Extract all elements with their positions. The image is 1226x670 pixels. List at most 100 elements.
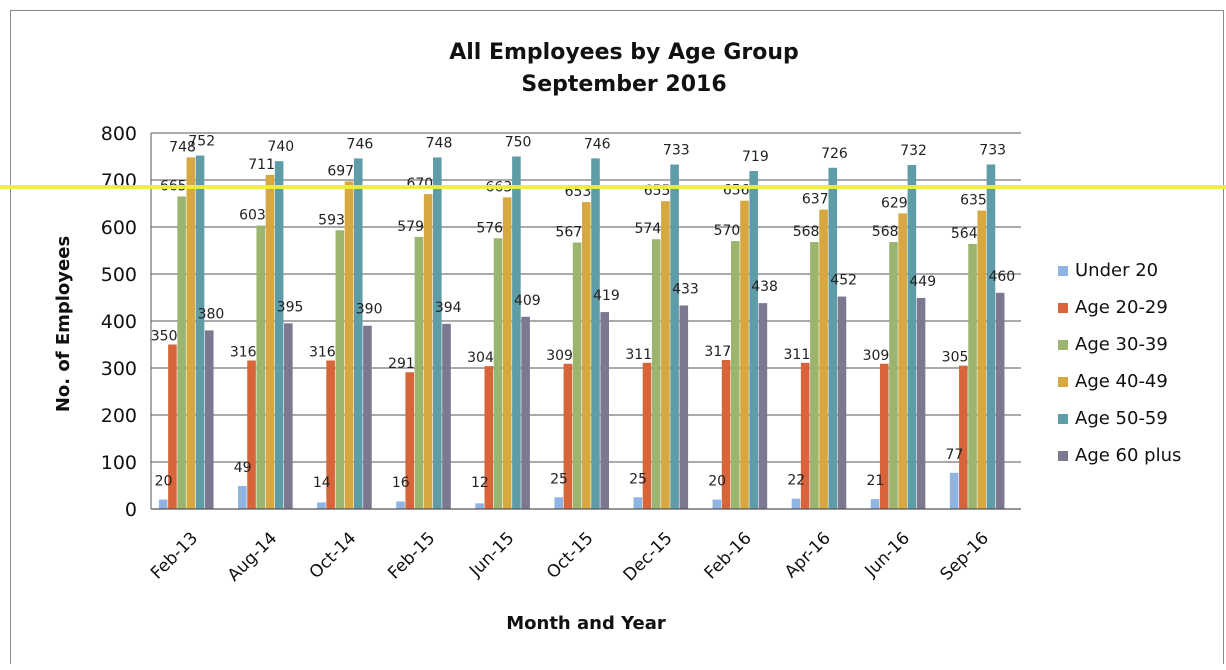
- bar: [326, 360, 335, 509]
- data-label: 752: [188, 134, 215, 150]
- data-label: 419: [593, 288, 620, 304]
- bar: [521, 316, 530, 509]
- x-tick-label: Aug-14: [224, 528, 281, 585]
- data-label: 77: [946, 447, 964, 463]
- data-label: 733: [979, 142, 1006, 158]
- bar: [740, 200, 749, 509]
- legend-swatch: [1058, 303, 1068, 313]
- bar-series: [158, 155, 1005, 510]
- bar: [484, 366, 494, 509]
- y-tick-label: 600: [101, 217, 137, 239]
- data-label: 305: [942, 350, 969, 366]
- bar: [317, 502, 326, 509]
- bar: [582, 202, 591, 509]
- bar: [837, 296, 847, 509]
- data-label: 449: [909, 274, 936, 290]
- data-label: 304: [467, 350, 494, 366]
- bar: [749, 171, 758, 509]
- data-label: 409: [514, 293, 541, 309]
- data-label: 390: [356, 302, 383, 318]
- x-tick-label: Apr-16: [781, 528, 835, 582]
- data-label: 570: [714, 223, 741, 239]
- data-label: 637: [802, 192, 829, 208]
- y-tick-label: 0: [125, 499, 137, 521]
- bar: [819, 209, 828, 510]
- bar: [600, 312, 609, 509]
- y-axis-title: No. of Employees: [53, 236, 74, 412]
- bar: [572, 242, 582, 509]
- legend-swatch: [1058, 266, 1068, 276]
- x-tick-label: Oct-14: [306, 528, 361, 583]
- data-label: 49: [234, 460, 252, 476]
- bar: [916, 297, 926, 509]
- bar: [265, 174, 275, 509]
- x-tick-label: Jun-16: [861, 528, 914, 581]
- data-label: 12: [471, 475, 489, 491]
- bar: [898, 213, 907, 509]
- bar: [247, 360, 256, 509]
- data-label: 25: [550, 471, 568, 487]
- data-label: 22: [787, 473, 805, 489]
- x-tick-label: Jun-15: [465, 528, 518, 581]
- x-axis-title: Month and Year: [506, 613, 666, 634]
- bar: [563, 363, 573, 509]
- data-label: 317: [704, 344, 731, 360]
- y-tick-label: 800: [101, 123, 137, 145]
- legend-label: Age 20-29: [1075, 297, 1168, 318]
- data-label: 748: [169, 139, 196, 155]
- bar: [423, 194, 433, 509]
- bar: [256, 225, 266, 509]
- bar: [870, 499, 880, 509]
- bar: [396, 501, 405, 509]
- bar: [968, 243, 977, 510]
- legend-label: Age 50-59: [1075, 408, 1168, 429]
- bar: [512, 156, 521, 509]
- bar: [195, 155, 205, 509]
- bar: [889, 242, 898, 510]
- legend-label: Age 60 plus: [1075, 445, 1181, 466]
- data-label: 603: [239, 208, 266, 224]
- employees-by-age-chart: All Employees by Age Group September 201…: [53, 40, 1181, 634]
- data-label: 748: [426, 135, 453, 151]
- bar: [554, 497, 563, 509]
- legend: Under 20 Age 20-29 Age 30-39 Age 40-49 Age 5…: [1058, 260, 1181, 466]
- bar: [949, 472, 959, 509]
- y-tick-label: 500: [101, 264, 137, 286]
- bar: [986, 164, 996, 510]
- x-tick-label: Oct-15: [543, 528, 598, 583]
- bar: [502, 197, 512, 509]
- bar: [284, 323, 293, 509]
- bar: [204, 330, 214, 509]
- data-label: 460: [988, 269, 1015, 285]
- bar: [475, 503, 484, 509]
- legend-label: Age 40-49: [1075, 371, 1168, 392]
- y-tick-label: 100: [101, 452, 137, 474]
- data-label: 14: [313, 475, 331, 491]
- data-label: 567: [555, 225, 582, 241]
- data-label: 697: [327, 163, 354, 179]
- bar: [721, 360, 731, 509]
- data-label: 726: [821, 146, 848, 162]
- data-label: 635: [960, 193, 987, 209]
- chart-subtitle: September 2016: [521, 72, 726, 97]
- bar: [353, 158, 363, 509]
- data-label: 746: [584, 136, 611, 152]
- x-tick-label: Feb-15: [384, 528, 439, 583]
- data-label: 568: [872, 224, 899, 240]
- bar: [977, 210, 987, 510]
- data-label: 629: [881, 195, 908, 211]
- bar: [493, 238, 503, 509]
- data-label: 316: [230, 344, 257, 360]
- x-tick-label: Feb-16: [701, 528, 756, 583]
- bar: [758, 303, 768, 509]
- data-label: 564: [951, 226, 978, 242]
- data-label: 750: [505, 135, 532, 151]
- bar: [158, 499, 168, 509]
- legend-label: Age 30-39: [1075, 334, 1168, 355]
- data-label: 568: [793, 224, 820, 240]
- bar: [186, 157, 196, 509]
- bar: [405, 372, 415, 509]
- y-tick-label: 200: [101, 405, 137, 427]
- bar: [670, 164, 679, 510]
- bar: [591, 158, 600, 509]
